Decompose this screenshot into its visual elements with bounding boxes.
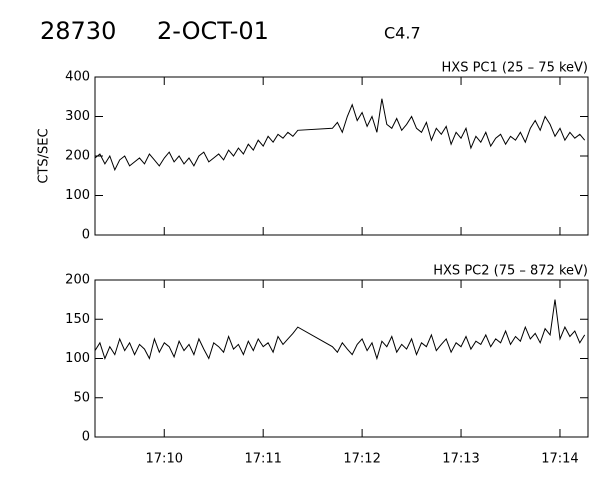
x-tick-label: 17:13 (442, 452, 479, 467)
event-id: 28730 (40, 17, 116, 45)
y-tick-label: 0 (82, 430, 90, 445)
y-tick-label: 100 (65, 188, 90, 203)
y-tick-label: 100 (65, 351, 90, 366)
flare-class: C4.7 (384, 24, 421, 43)
x-tick-label: 17:10 (146, 452, 183, 467)
event-date: 2-OCT-01 (157, 17, 269, 45)
y-tick-label: 0 (82, 228, 90, 243)
panel-title: HXS PC1 (25 – 75 keV) (442, 61, 588, 76)
panel-title: HXS PC2 (75 – 872 keV) (433, 264, 588, 279)
y-tick-label: 50 (73, 390, 90, 405)
data-line (94, 98, 586, 172)
x-tick-label: 17:14 (541, 452, 578, 467)
y-tick-label: 400 (65, 70, 90, 85)
y-axis-label: CTS/SEC (37, 128, 52, 183)
data-line (94, 299, 586, 361)
y-tick-label: 150 (65, 312, 90, 327)
y-tick-label: 300 (65, 109, 90, 124)
x-tick-label: 17:12 (343, 452, 380, 467)
x-tick-label: 17:11 (244, 452, 281, 467)
y-tick-label: 200 (65, 273, 90, 288)
y-tick-label: 200 (65, 149, 90, 164)
